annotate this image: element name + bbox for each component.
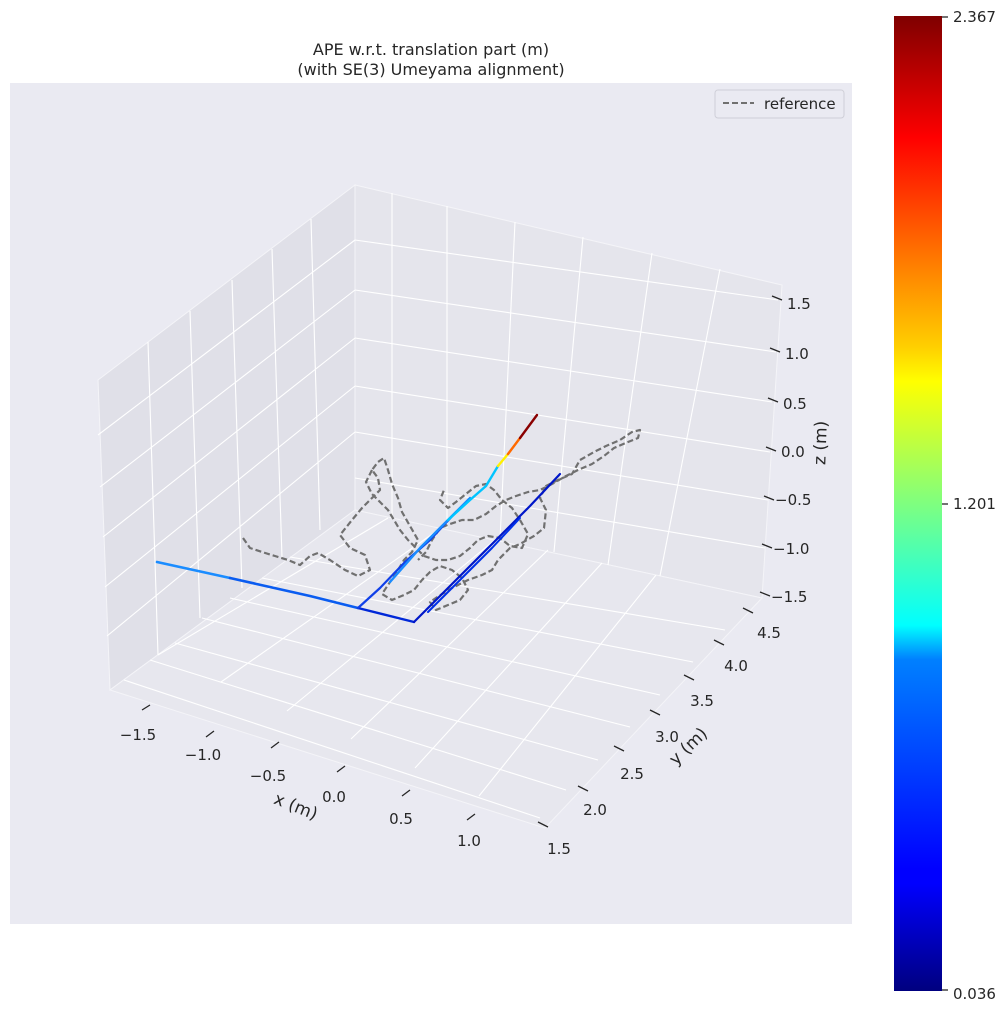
colorbar-tick-label: 2.367 [953, 8, 996, 26]
z-tick-label: 1.5 [787, 295, 811, 313]
legend-reference-label: reference [764, 95, 836, 113]
estimate-seg-floor [356, 606, 416, 624]
colorbar-tick-label: 0.036 [953, 985, 996, 1003]
x-tick-label: −0.5 [250, 767, 286, 785]
y-tick-label: 3.0 [655, 728, 679, 746]
colorbar-tick-label: 1.201 [953, 495, 996, 513]
estimate-seg-left [155, 560, 232, 580]
colorbar: 2.367 1.201 0.036 [894, 8, 996, 1003]
z-tick-label: 1.0 [785, 345, 809, 363]
z-tick-label: −0.5 [775, 491, 811, 509]
estimate-seg-rise1-e [506, 436, 522, 456]
estimate-seg-rise1-d [496, 452, 510, 468]
y-tick-label: 2.5 [620, 765, 644, 783]
x-tick-label: −1.5 [120, 726, 156, 744]
y-tick-label: 3.5 [690, 692, 714, 710]
estimate-seg-mid [228, 576, 360, 610]
y-tick-label: 4.0 [724, 657, 748, 675]
y-tick-labels: 1.5 2.0 2.5 3.0 3.5 4.0 4.5 [547, 624, 781, 858]
y-tick-label: 1.5 [547, 840, 571, 858]
z-tick-labels: 1.5 1.0 0.5 0.0 −0.5 −1.0 −1.5 [771, 295, 811, 606]
legend-box [714, 89, 845, 119]
legend: reference [714, 89, 845, 119]
reference-trajectory [242, 428, 642, 612]
y-tick-label: 4.5 [757, 624, 781, 642]
floor-pane [108, 509, 763, 829]
reference-path-branch [364, 469, 530, 562]
z-tick-label: −1.0 [773, 540, 809, 558]
chart-title-line2: (with SE(3) Umeyama alignment) [297, 60, 564, 79]
estimate-seg-rise1-f [518, 413, 539, 440]
estimate-seg-rise1-c [446, 464, 500, 522]
x-tick-label: 0.5 [389, 810, 413, 828]
colorbar-gradient [894, 16, 942, 991]
reference-path-main [242, 428, 642, 612]
z-tick-label: −1.5 [771, 588, 807, 606]
z-tick-label: 0.0 [781, 443, 805, 461]
z-tick-label: 0.5 [783, 395, 807, 413]
axis-ticks [141, 295, 783, 828]
chart-title-line1: APE w.r.t. translation part (m) [313, 40, 549, 59]
y-tick-label: 2.0 [583, 801, 607, 819]
x-tick-labels: −1.5 −1.0 −0.5 0.0 0.5 1.0 [120, 726, 481, 850]
estimate-trajectory [155, 413, 562, 624]
x-tick-label: 0.0 [322, 788, 346, 806]
z-axis-label: z (m) [810, 420, 832, 465]
x-tick-label: 1.0 [457, 832, 481, 850]
x-tick-label: −1.0 [185, 746, 221, 764]
grid-lines [97, 193, 779, 819]
estimate-seg-rise2-b [427, 517, 521, 613]
estimate-seg-rise2 [412, 472, 562, 624]
